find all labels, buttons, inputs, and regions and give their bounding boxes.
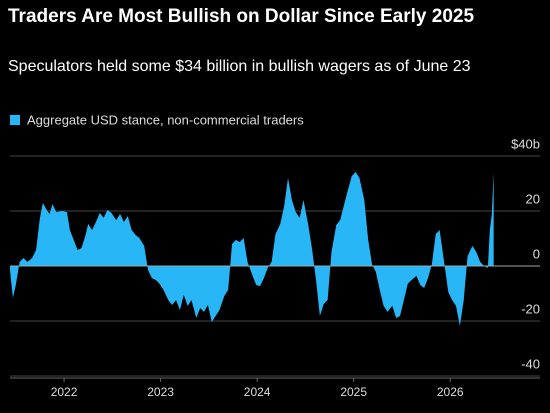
legend-label: Aggregate USD stance, non-commercial tra… xyxy=(27,112,304,127)
y-tick-label: $40b xyxy=(511,136,540,151)
y-tick-label: -20 xyxy=(521,301,540,316)
x-tick-label: 2025 xyxy=(340,385,367,399)
area xyxy=(10,171,494,326)
x-tick-label: 2024 xyxy=(244,385,271,399)
legend-swatch xyxy=(10,115,20,125)
x-tick-label: 2022 xyxy=(51,385,78,399)
y-tick-label: 20 xyxy=(526,191,540,206)
x-tick-label: 2026 xyxy=(437,385,464,399)
chart-subtitle: Speculators held some $34 billion in bul… xyxy=(8,58,471,75)
x-tick-label: 2023 xyxy=(147,385,174,399)
chart-title: Traders Are Most Bullish on Dollar Since… xyxy=(8,6,475,27)
y-tick-label: 0 xyxy=(533,246,540,261)
y-tick-label: -40 xyxy=(521,356,540,371)
